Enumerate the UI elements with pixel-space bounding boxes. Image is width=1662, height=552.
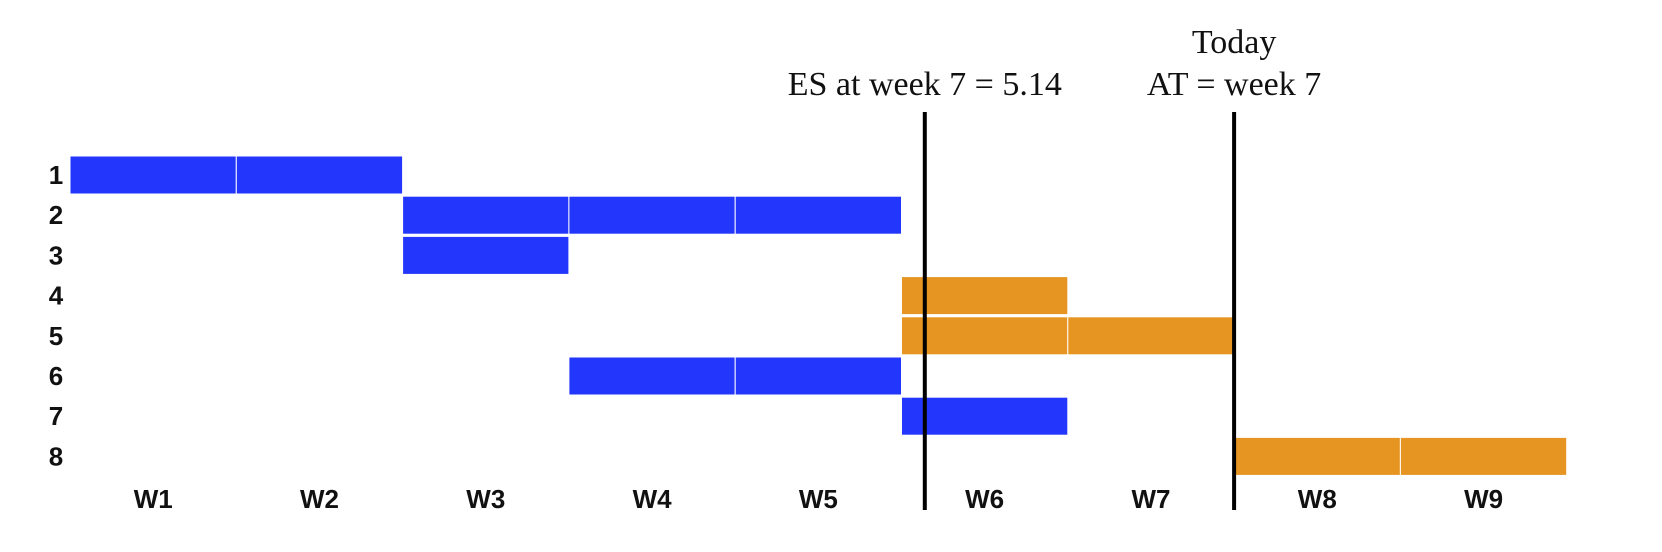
task-label-3: 3 xyxy=(49,240,63,270)
week-label-w7: W7 xyxy=(1132,484,1171,514)
bar-task-2-week-4 xyxy=(568,195,736,235)
week-label-w1: W1 xyxy=(134,484,173,514)
task-label-4: 4 xyxy=(49,281,64,311)
week-labels: W1 W2 W3 W4 W5 W6 W7 W8 W9 xyxy=(134,484,1503,514)
bar-task-5-week-7 xyxy=(1067,316,1235,356)
task-label-5: 5 xyxy=(49,321,63,351)
marker-label-es-0: ES at week 7 = 5.14 xyxy=(788,66,1062,103)
bar-task-1-week-1 xyxy=(69,155,237,195)
week-label-w8: W8 xyxy=(1298,484,1337,514)
bars-layer xyxy=(69,155,1568,476)
bar-task-4-week-6 xyxy=(901,276,1069,316)
week-label-w5: W5 xyxy=(799,484,838,514)
bar-task-8-week-8 xyxy=(1233,436,1401,476)
task-label-2: 2 xyxy=(49,200,63,230)
bar-task-3-week-3 xyxy=(402,235,570,275)
task-label-7: 7 xyxy=(49,401,63,431)
bar-task-2-week-5 xyxy=(734,195,903,235)
week-label-w6: W6 xyxy=(965,484,1004,514)
bar-task-8-week-9 xyxy=(1399,436,1568,476)
task-label-6: 6 xyxy=(49,361,63,391)
week-label-w2: W2 xyxy=(300,484,339,514)
bar-task-1-week-2 xyxy=(235,155,404,195)
marker-label-at-0: Today xyxy=(1192,24,1277,61)
week-label-w4: W4 xyxy=(633,484,673,514)
week-label-w9: W9 xyxy=(1464,484,1503,514)
bar-task-5-week-6 xyxy=(901,316,1069,356)
marker-label-at-1: AT = week 7 xyxy=(1147,66,1321,103)
bar-task-6-week-5 xyxy=(734,356,903,396)
bar-task-2-week-3 xyxy=(402,195,570,235)
bar-task-7-week-6 xyxy=(901,396,1069,436)
bar-task-6-week-4 xyxy=(568,356,736,396)
annotations: ES at week 7 = 5.14 Today AT = week 7 xyxy=(788,24,1322,103)
task-label-1: 1 xyxy=(49,160,63,190)
week-label-w3: W3 xyxy=(466,484,505,514)
markers-layer xyxy=(922,112,1237,510)
task-labels: 1 2 3 4 5 6 7 8 xyxy=(49,160,64,471)
task-label-8: 8 xyxy=(49,441,63,471)
